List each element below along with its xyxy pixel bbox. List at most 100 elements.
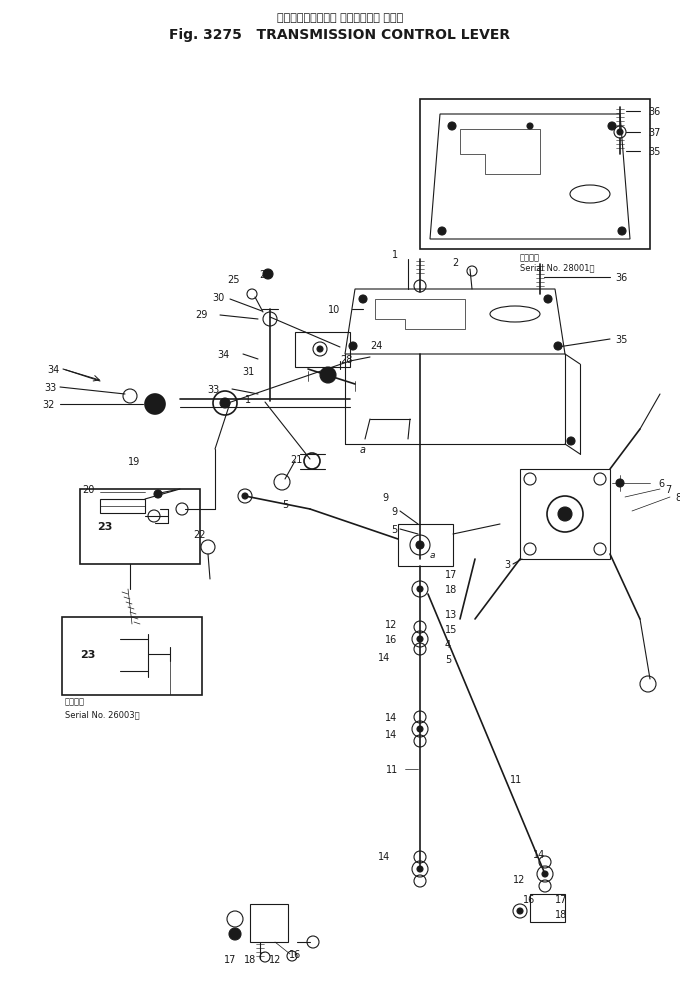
Text: 29: 29 — [196, 310, 208, 320]
Text: 5: 5 — [391, 525, 397, 535]
Text: 25: 25 — [228, 275, 240, 285]
Text: Fig. 3275   TRANSMISSION CONTROL LEVER: Fig. 3275 TRANSMISSION CONTROL LEVER — [169, 28, 511, 42]
Text: 34: 34 — [48, 365, 60, 375]
Circle shape — [448, 123, 456, 130]
Text: Serial No. 28001～: Serial No. 28001～ — [520, 263, 594, 272]
Text: 適用番号: 適用番号 — [520, 253, 540, 262]
Text: 36: 36 — [615, 273, 627, 283]
Text: 22: 22 — [193, 530, 205, 540]
Text: 17: 17 — [555, 894, 567, 904]
Text: 33: 33 — [45, 382, 57, 392]
Text: 5: 5 — [445, 654, 452, 664]
Text: 14: 14 — [378, 852, 390, 862]
Circle shape — [618, 228, 626, 236]
Text: 1: 1 — [245, 394, 251, 404]
Bar — [520, 469, 610, 560]
Text: 14: 14 — [532, 850, 545, 860]
Text: Serial No. 26003～: Serial No. 26003～ — [65, 710, 139, 719]
Circle shape — [229, 928, 241, 940]
Text: 16: 16 — [523, 894, 535, 904]
Text: 32: 32 — [43, 399, 55, 409]
Bar — [530, 894, 565, 922]
Circle shape — [263, 270, 273, 280]
Text: 14: 14 — [378, 652, 390, 662]
Text: 3: 3 — [504, 560, 510, 570]
Circle shape — [567, 437, 575, 445]
Text: 19: 19 — [128, 456, 140, 466]
Text: 6: 6 — [658, 478, 664, 488]
Text: 13: 13 — [445, 610, 457, 620]
Bar — [100, 499, 145, 514]
Text: 14: 14 — [385, 729, 397, 739]
Text: 17: 17 — [224, 954, 236, 964]
Text: 7: 7 — [665, 484, 671, 494]
Text: 適用番号: 適用番号 — [65, 697, 85, 706]
Text: 35: 35 — [615, 335, 628, 345]
Text: 20: 20 — [83, 484, 95, 494]
Text: a: a — [360, 444, 366, 454]
Text: 18: 18 — [244, 954, 256, 964]
Circle shape — [617, 129, 623, 135]
Circle shape — [317, 347, 323, 353]
Text: 18: 18 — [445, 585, 457, 595]
Circle shape — [554, 343, 562, 351]
Circle shape — [242, 493, 248, 499]
Text: 16: 16 — [385, 634, 397, 644]
Text: a: a — [429, 551, 435, 560]
Text: 23: 23 — [80, 649, 96, 659]
Text: 12: 12 — [269, 954, 282, 964]
Text: 11: 11 — [386, 764, 398, 774]
Bar — [420, 100, 650, 250]
Text: 10: 10 — [328, 305, 340, 315]
Circle shape — [220, 398, 230, 408]
Text: 5: 5 — [282, 499, 288, 510]
Text: 37: 37 — [648, 127, 660, 137]
Text: トランスミッション コントロール レバー: トランスミッション コントロール レバー — [277, 13, 403, 23]
Text: 2: 2 — [452, 258, 458, 268]
Bar — [80, 489, 200, 565]
Text: 11: 11 — [510, 774, 522, 784]
Text: 21: 21 — [290, 454, 303, 464]
Circle shape — [151, 400, 159, 408]
Text: 14: 14 — [385, 712, 397, 722]
Text: 9: 9 — [382, 492, 388, 503]
Text: 8: 8 — [675, 492, 680, 503]
Bar — [250, 904, 288, 942]
Bar — [62, 618, 202, 695]
Text: 18: 18 — [555, 909, 567, 919]
Text: 23: 23 — [97, 522, 113, 532]
Circle shape — [145, 394, 165, 414]
Text: 4: 4 — [445, 639, 451, 649]
Circle shape — [544, 296, 552, 304]
Circle shape — [359, 296, 367, 304]
Text: 9: 9 — [391, 507, 397, 517]
Circle shape — [417, 867, 423, 873]
Text: 34: 34 — [218, 350, 230, 360]
Circle shape — [517, 908, 523, 914]
Text: 12: 12 — [513, 875, 525, 884]
Text: 12: 12 — [385, 620, 397, 629]
Circle shape — [608, 123, 616, 130]
Text: 33: 33 — [208, 384, 220, 394]
Text: 31: 31 — [242, 367, 254, 376]
Circle shape — [527, 124, 533, 129]
Text: 28: 28 — [340, 355, 352, 365]
Text: 17: 17 — [445, 570, 458, 580]
Circle shape — [349, 343, 357, 351]
Circle shape — [438, 228, 446, 236]
Circle shape — [417, 726, 423, 732]
Circle shape — [558, 508, 572, 522]
Text: 1: 1 — [392, 250, 398, 260]
Bar — [295, 333, 350, 368]
Text: 24: 24 — [370, 341, 382, 351]
Circle shape — [154, 490, 162, 498]
Circle shape — [616, 479, 624, 487]
Circle shape — [417, 636, 423, 642]
Text: 26: 26 — [259, 270, 271, 280]
Text: 16: 16 — [289, 949, 301, 959]
Text: 30: 30 — [213, 293, 225, 303]
Circle shape — [416, 542, 424, 550]
Circle shape — [320, 368, 336, 383]
Bar — [398, 525, 453, 567]
Text: 15: 15 — [445, 625, 458, 634]
